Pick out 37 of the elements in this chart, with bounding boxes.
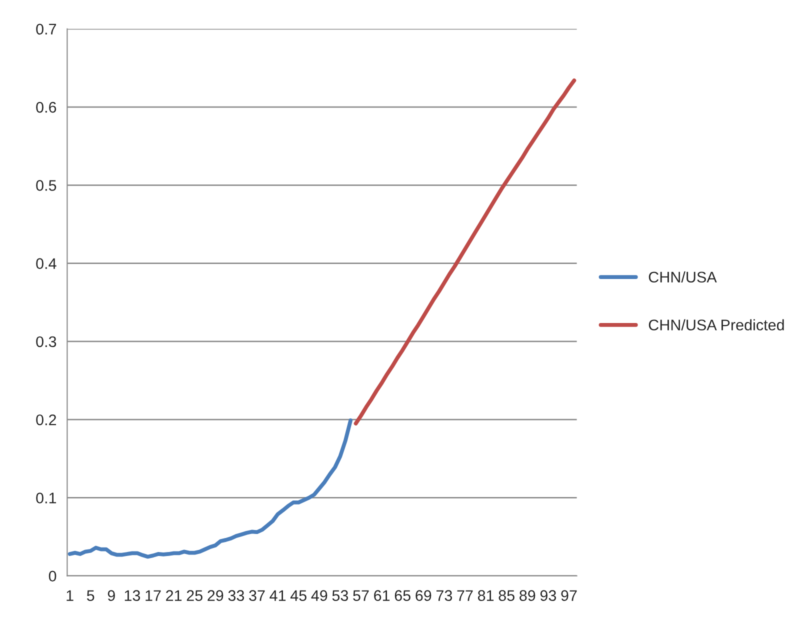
x-tick-label: 49 (311, 590, 328, 601)
legend-label: CHN/USA (648, 271, 717, 283)
y-tick-label: 0.7 (36, 24, 56, 35)
x-tick-label: 85 (498, 590, 514, 601)
x-tick-label: 77 (457, 590, 473, 601)
y-tick-label: 0.5 (36, 180, 56, 191)
x-tick-label: 53 (332, 590, 348, 601)
y-tick-label: 0.3 (36, 336, 56, 348)
y-tick-label: 0.1 (36, 492, 56, 504)
x-tick-label: 21 (166, 590, 182, 601)
x-tick-label: 17 (146, 590, 161, 601)
line-series (354, 78, 576, 426)
y-tick-label: 0.6 (36, 102, 56, 113)
x-tick-label: 57 (353, 590, 369, 601)
x-tick-label: 61 (374, 590, 390, 601)
x-tick-label: 73 (436, 590, 452, 601)
x-tick-label: 29 (208, 590, 224, 601)
legend-label: CHN/USA Predicted (648, 319, 784, 330)
x-tick-label: 25 (186, 590, 202, 601)
x-tick-label: 5 (86, 590, 94, 601)
line-series (68, 418, 353, 559)
x-tick-label: 41 (270, 590, 286, 601)
x-tick-label: 93 (540, 590, 556, 601)
y-tick-label: 0 (48, 570, 56, 582)
x-tick-label: 9 (108, 590, 115, 601)
x-tick-label: 37 (249, 590, 265, 601)
x-tick-label: 69 (416, 590, 432, 601)
x-tick-label: 65 (394, 590, 410, 601)
x-tick-label: 89 (520, 590, 536, 601)
x-tick-label: 33 (228, 590, 244, 601)
y-tick-label: 0.2 (36, 414, 56, 426)
x-tick-label: 13 (124, 590, 140, 601)
x-tick-label: 45 (290, 590, 306, 601)
x-tick-label: 97 (561, 590, 577, 601)
x-tick-label: 1 (66, 590, 74, 601)
y-tick-label: 0.4 (36, 258, 56, 269)
x-tick-label: 81 (478, 590, 494, 601)
